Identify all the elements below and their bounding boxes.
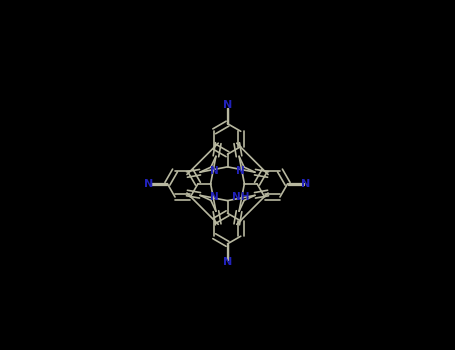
Text: N: N: [301, 179, 311, 189]
Text: N: N: [223, 257, 232, 267]
Text: NH: NH: [232, 191, 249, 202]
Text: N: N: [210, 166, 219, 176]
Text: N: N: [210, 191, 219, 202]
Text: N: N: [236, 166, 245, 176]
Text: N: N: [144, 179, 154, 189]
Text: N: N: [223, 100, 232, 110]
